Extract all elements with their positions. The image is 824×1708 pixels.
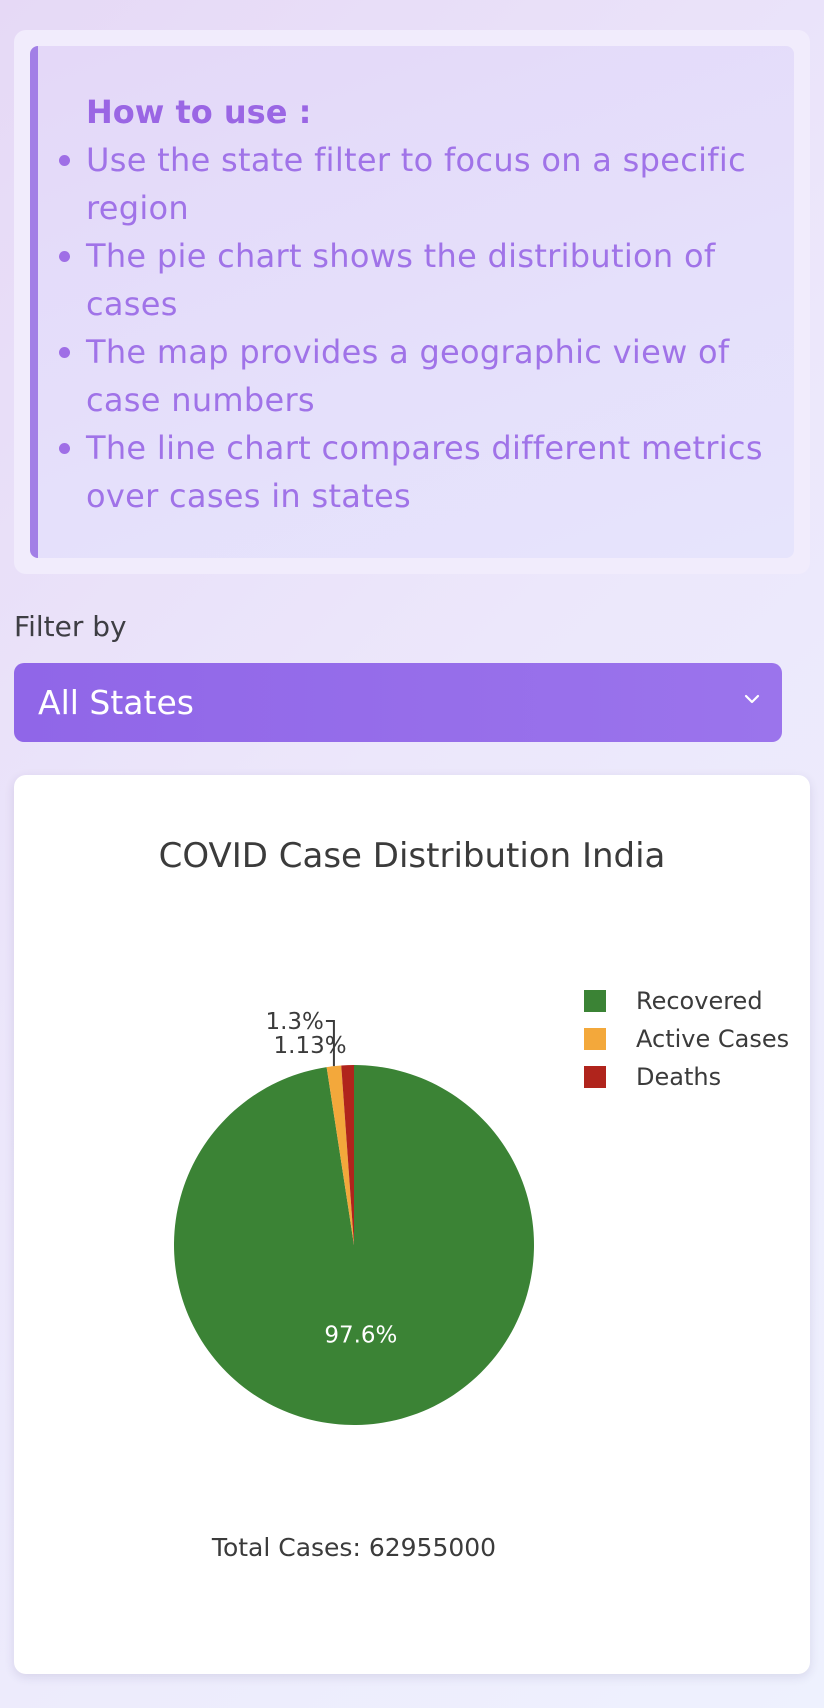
pie-leader-line-active-cases bbox=[325, 1020, 335, 1067]
help-list: Use the state filter to focus on a speci… bbox=[59, 136, 786, 520]
help-title: How to use : bbox=[86, 93, 312, 131]
help-item: The pie chart shows the distribution of … bbox=[59, 232, 786, 328]
chart-title: COVID Case Distribution India bbox=[158, 836, 666, 876]
pie-slice-active-cases[interactable] bbox=[326, 1065, 354, 1245]
legend-label: Recovered bbox=[636, 987, 763, 1015]
bullet-icon bbox=[59, 443, 70, 454]
pie-label-deaths: 1.13% bbox=[274, 1033, 347, 1059]
total-cases-label: Total Cases: 62955000 bbox=[211, 1533, 497, 1562]
help-card: How to use : Use the state filter to foc… bbox=[14, 30, 810, 574]
pie-chart-card: 97.6% 1.3% 1.13% COVID Case Distribution I… bbox=[14, 775, 810, 1674]
help-item-text: The line chart compares different metric… bbox=[86, 429, 763, 515]
legend-swatch bbox=[584, 1028, 606, 1050]
bullet-icon bbox=[59, 347, 70, 358]
pie-label-active-cases: 1.3% bbox=[265, 1009, 323, 1035]
help-item-text: The map provides a geographic view of ca… bbox=[86, 333, 730, 419]
help-item-text: Use the state filter to focus on a speci… bbox=[86, 141, 746, 227]
filter-label: Filter by bbox=[14, 610, 127, 643]
legend-swatch bbox=[584, 1066, 606, 1088]
state-filter-value: All States bbox=[38, 683, 194, 722]
pie-chart: 97.6% 1.3%1.13% bbox=[173, 1009, 534, 1425]
help-item: The map provides a geographic view of ca… bbox=[59, 328, 786, 424]
help-panel: How to use : Use the state filter to foc… bbox=[30, 46, 794, 558]
legend-label: Deaths bbox=[636, 1063, 722, 1091]
pie-slice-deaths[interactable] bbox=[341, 1065, 354, 1245]
help-item: The line chart compares different metric… bbox=[59, 424, 786, 520]
bullet-icon bbox=[59, 251, 70, 262]
pie-label-recovered: 97.6% bbox=[324, 1323, 397, 1349]
chevron-down-icon bbox=[744, 694, 760, 704]
help-item-text: The pie chart shows the distribution of … bbox=[86, 237, 716, 323]
pie-slice-recovered[interactable] bbox=[173, 1065, 534, 1425]
state-filter-select[interactable]: All States bbox=[14, 663, 782, 742]
legend-swatch bbox=[584, 990, 606, 1012]
legend-label: Active Cases bbox=[636, 1025, 790, 1053]
help-item: Use the state filter to focus on a speci… bbox=[59, 136, 786, 232]
bullet-icon bbox=[59, 155, 70, 166]
